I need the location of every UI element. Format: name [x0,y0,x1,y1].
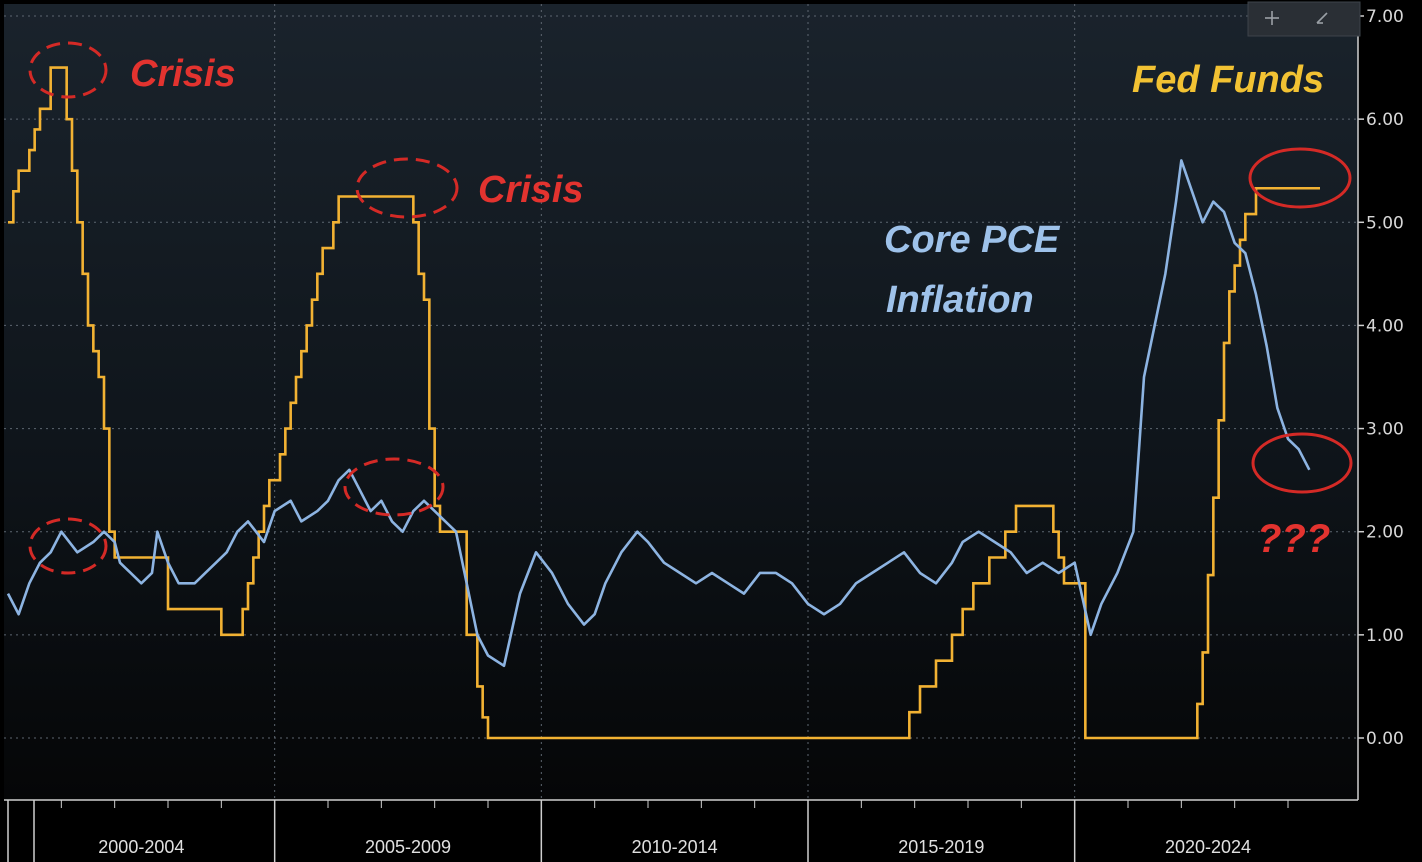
crisis-circle-2006-fedfunds [355,157,459,219]
annotation-fed-funds: Fed Funds [1132,59,1324,101]
series-line-core-pce [6,159,1311,668]
annotation-question-marks: ??? [1257,517,1330,561]
annotation-circles [28,41,1353,575]
current-fedfunds-circle [1248,147,1352,209]
chart-toolbar [1247,1,1361,37]
x-period-label: 2020-2024 [1165,837,1251,857]
annotation-crisis-2: Crisis [478,169,584,211]
y-tick-label: 1.00 [1366,626,1404,646]
zoom-icon[interactable] [1316,12,1328,24]
toolbar-background [1247,1,1361,37]
y-tick-label: 0.00 [1366,729,1404,749]
plot-area [4,4,1358,800]
x-period-labels: 2000-2004 2005-2009 2010-2014 2015-2019 2020… [98,837,1251,857]
crosshair-icon[interactable] [1265,11,1279,25]
y-tick-label: 7.00 [1366,7,1404,27]
x-axis-ticks [7,800,1289,862]
y-tick-label: 4.00 [1366,316,1404,336]
crisis-circle-2006-pce [343,457,445,517]
y-tick-label: 3.00 [1366,420,1404,440]
annotation-crisis-1: Crisis [130,53,236,95]
y-tick-label: 5.00 [1366,213,1404,233]
annotation-inflation: Inflation [886,279,1034,321]
current-pce-circle [1251,432,1353,494]
crisis-circle-2000-fedfunds [28,41,108,99]
series-lines [6,66,1320,740]
x-period-label: 2000-2004 [98,837,184,857]
annotation-core-pce: Core PCE [884,219,1061,261]
x-period-label: 2005-2009 [365,837,451,857]
y-tick-label: 6.00 [1366,110,1404,130]
y-axis-ticks: 0.00 1.00 2.00 3.00 4.00 5.00 6.00 7.00 [1358,7,1404,749]
x-period-label: 2010-2014 [632,837,718,857]
crisis-circle-2000-pce [28,517,108,575]
x-period-label: 2015-2019 [898,837,984,857]
y-tick-label: 2.00 [1366,523,1404,543]
